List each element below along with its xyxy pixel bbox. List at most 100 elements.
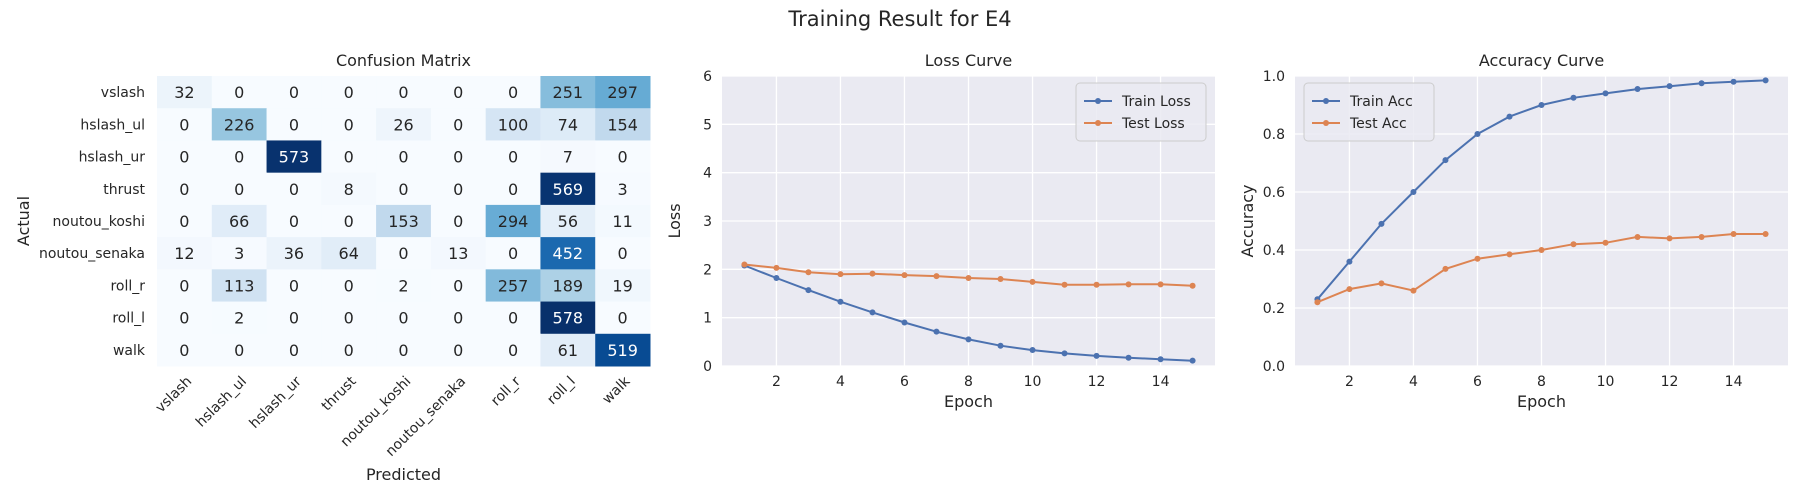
cm-cell <box>376 140 432 174</box>
cm-cell-value: 0 <box>508 341 518 360</box>
loss-xtick: 10 <box>1024 374 1042 390</box>
cm-cell-value: 0 <box>179 212 189 231</box>
acc-ytick: 0.8 <box>1263 127 1285 143</box>
cm-cell <box>211 333 268 367</box>
loss-point <box>1093 352 1100 359</box>
loss-ytick: 5 <box>703 117 712 133</box>
cm-cell <box>376 76 432 109</box>
cm-cell <box>595 76 651 109</box>
loss-point <box>1093 281 1100 288</box>
cm-cell-value: 3 <box>618 180 628 199</box>
cm-cell <box>376 269 432 303</box>
cm-row-label: roll_r <box>110 278 145 294</box>
loss-legend-marker <box>1095 98 1101 104</box>
loss-ytick: 3 <box>703 214 712 230</box>
cm-cell <box>157 301 213 335</box>
acc-xtick: 2 <box>1345 374 1354 390</box>
cm-cell <box>540 269 596 303</box>
acc-point <box>1314 299 1321 306</box>
cm-cell-value: 74 <box>558 115 578 134</box>
cm-cell <box>540 76 596 109</box>
acc-xtick: 10 <box>1597 374 1615 390</box>
cm-cell <box>540 204 596 238</box>
loss-point <box>869 270 876 277</box>
loss-point <box>869 309 876 316</box>
cm-cell <box>321 140 377 174</box>
acc-point <box>1602 90 1609 97</box>
cm-cell <box>266 237 322 270</box>
cm-cell <box>595 333 651 367</box>
cm-cell <box>485 237 541 270</box>
acc-point <box>1506 113 1513 120</box>
acc-point <box>1666 235 1673 242</box>
loss-xtick: 12 <box>1088 374 1106 390</box>
cm-cell-value: 0 <box>508 148 518 167</box>
cm-cell-value: 519 <box>607 341 638 360</box>
cm-cell-value: 0 <box>179 341 189 360</box>
accuracy-curve-panel: Accuracy Curve 2 4 6 8 10 12 14 0.0 0.2 0.4 0.6 0.8 1… <box>1238 51 1788 411</box>
cm-cell <box>430 140 487 174</box>
cm-cell-value: 0 <box>179 180 189 199</box>
loss-ytick: 2 <box>703 262 712 278</box>
cm-cell-value: 0 <box>179 276 189 295</box>
loss-point <box>1125 281 1132 288</box>
cm-cell-value: 0 <box>453 309 463 328</box>
cm-cell-value: 0 <box>234 148 244 167</box>
cm-cell-value: 64 <box>339 244 359 263</box>
acc-legend-marker <box>1323 120 1329 126</box>
loss-point <box>965 336 972 343</box>
loss-point <box>773 275 780 282</box>
cm-col-label: roll_l <box>544 374 578 408</box>
cm-col-label: hslash_ul <box>193 374 250 431</box>
acc-legend-marker <box>1323 98 1329 104</box>
cm-cell <box>266 204 322 238</box>
acc-point <box>1538 102 1545 108</box>
loss-point <box>741 261 748 268</box>
acc-point <box>1506 251 1513 258</box>
acc-point <box>1378 280 1385 287</box>
cm-cell <box>157 269 213 303</box>
loss-xlabel: Epoch <box>944 392 993 411</box>
acc-point <box>1474 131 1481 137</box>
cm-cell <box>157 140 213 174</box>
cm-cell <box>430 76 487 109</box>
figure-title: Training Result for E4 <box>787 7 1011 31</box>
cm-cell-value: 32 <box>174 83 194 102</box>
cm-cell-value: 0 <box>289 212 299 231</box>
cm-cell-value: 0 <box>234 83 244 102</box>
loss-point <box>805 269 812 276</box>
loss-point <box>773 264 780 271</box>
cm-cell <box>376 333 432 367</box>
cm-cell-value: 0 <box>289 276 299 295</box>
cm-cell <box>211 269 268 303</box>
cm-cell-value: 56 <box>558 212 578 231</box>
cm-cell <box>595 237 651 270</box>
cm-cell <box>157 204 213 238</box>
loss-point <box>997 342 1004 349</box>
cm-cell <box>157 237 213 270</box>
cm-cell <box>211 204 268 238</box>
cm-col-label: thrust <box>319 373 360 414</box>
cm-col-label: hslash_ur <box>246 373 304 431</box>
acc-legend-label: Train Acc <box>1349 94 1413 110</box>
cm-cell <box>540 108 596 141</box>
cm-cell-value: 578 <box>553 309 584 328</box>
cm-row-label: hslash_ur <box>79 150 146 166</box>
acc-point <box>1442 265 1449 272</box>
cm-cell-value: 0 <box>398 180 408 199</box>
cm-cell-value: 0 <box>508 244 518 263</box>
cm-cell-value: 0 <box>234 180 244 199</box>
loss-point <box>901 319 908 326</box>
acc-xtick: 4 <box>1409 374 1418 390</box>
cm-cell <box>157 76 213 109</box>
cm-cell <box>595 172 651 206</box>
acc-legend <box>1303 82 1435 142</box>
loss-point <box>1189 282 1196 289</box>
cm-cell <box>211 301 268 335</box>
cm-cell <box>485 140 541 174</box>
cm-cell-value: 12 <box>174 244 194 263</box>
cm-cell-value: 0 <box>453 115 463 134</box>
cm-cell <box>321 108 377 141</box>
loss-legend-label: Train Loss <box>1121 94 1191 110</box>
